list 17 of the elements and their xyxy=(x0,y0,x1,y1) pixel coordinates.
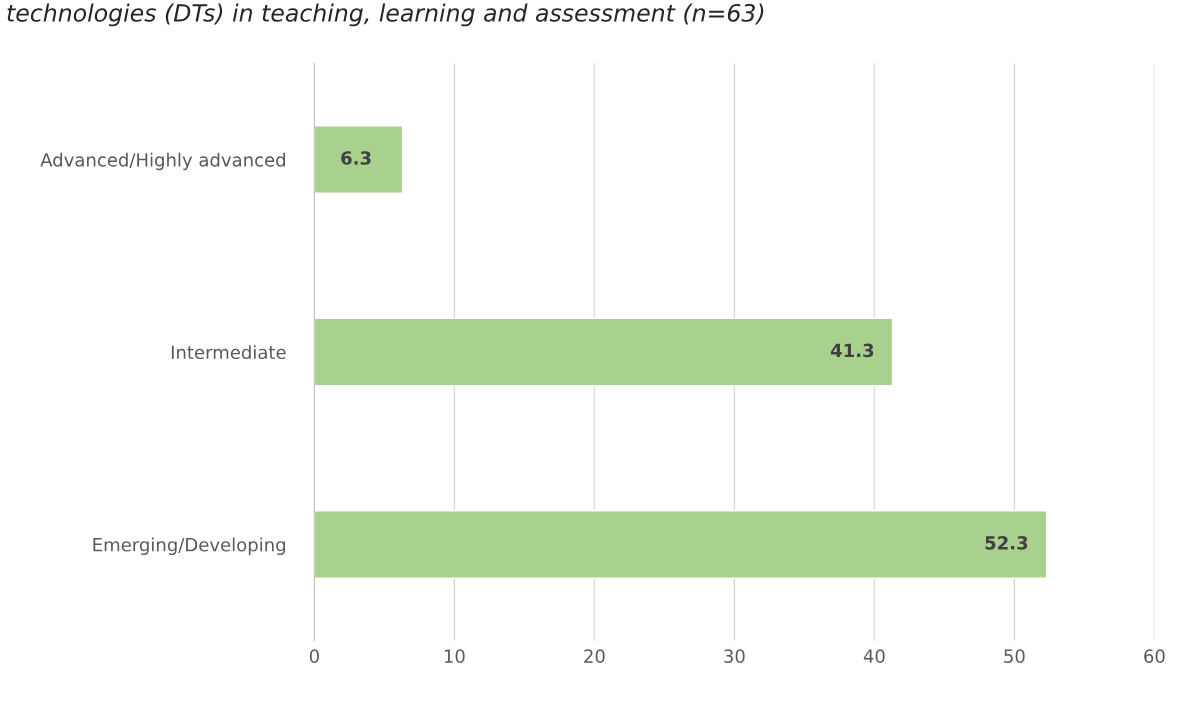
bar xyxy=(314,317,894,387)
x-tick-label: 60 xyxy=(1144,649,1165,663)
x-tick-label: 10 xyxy=(444,649,465,663)
bar xyxy=(314,510,1048,579)
data-label: 52.3 xyxy=(985,536,1028,550)
y-tick-label: Intermediate xyxy=(171,345,286,360)
y-tick-label: Emerging/Developing xyxy=(93,537,285,556)
x-tick-label: 30 xyxy=(724,649,745,663)
bar xyxy=(314,125,404,194)
x-tick-label: 50 xyxy=(1004,649,1025,663)
x-tick-label: 20 xyxy=(584,649,605,663)
data-label: 41.3 xyxy=(830,343,874,358)
y-tick-label: Advanced/Highly advanced xyxy=(40,152,285,171)
x-tick-label: 40 xyxy=(863,649,885,663)
chart-title: technologies (DTs) in teaching, learning and assessment (n=63) xyxy=(7,3,764,27)
data-label: 6.3 xyxy=(341,151,371,165)
x-tick-label: 0 xyxy=(309,649,319,663)
